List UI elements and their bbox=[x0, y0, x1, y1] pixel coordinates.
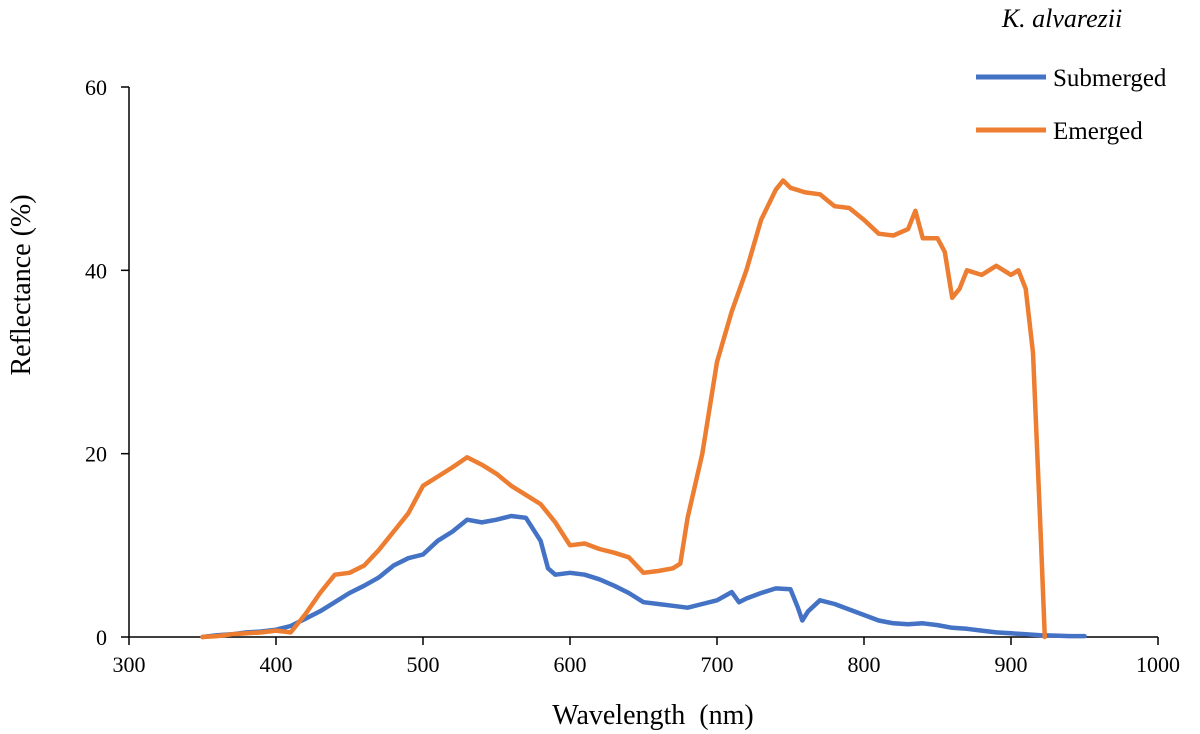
x-axis-title: Wavelength (nm) bbox=[552, 700, 753, 731]
legend: K. alvarezii Submerged Emerged bbox=[976, 4, 1167, 145]
x-tick-label: 700 bbox=[701, 652, 734, 677]
x-tick-label: 600 bbox=[554, 652, 587, 677]
y-tick-label: 0 bbox=[96, 625, 107, 650]
x-ticks: 300 400 500 600 700 800 900 1000 bbox=[113, 637, 1180, 677]
series-line-submerged bbox=[200, 513, 1087, 640]
x-tick-label: 1000 bbox=[1136, 652, 1180, 677]
legend-title: K. alvarezii bbox=[1001, 4, 1122, 33]
y-axis-title: Reflectance (%) bbox=[6, 194, 37, 375]
legend-label-submerged: Submerged bbox=[1053, 65, 1167, 92]
y-ticks: 0 20 40 60 bbox=[85, 75, 129, 650]
axes bbox=[128, 87, 1158, 638]
y-tick-label: 60 bbox=[85, 75, 107, 100]
y-tick-label: 20 bbox=[85, 442, 107, 467]
x-tick-label: 300 bbox=[113, 652, 146, 677]
y-tick-label: 40 bbox=[85, 258, 107, 283]
x-tick-label: 900 bbox=[995, 652, 1028, 677]
x-tick-label: 400 bbox=[260, 652, 293, 677]
series-layer bbox=[200, 178, 1087, 640]
x-tick-label: 800 bbox=[848, 652, 881, 677]
series-line-emerged bbox=[200, 178, 1048, 640]
legend-label-emerged: Emerged bbox=[1053, 118, 1143, 145]
x-tick-label: 500 bbox=[407, 652, 440, 677]
